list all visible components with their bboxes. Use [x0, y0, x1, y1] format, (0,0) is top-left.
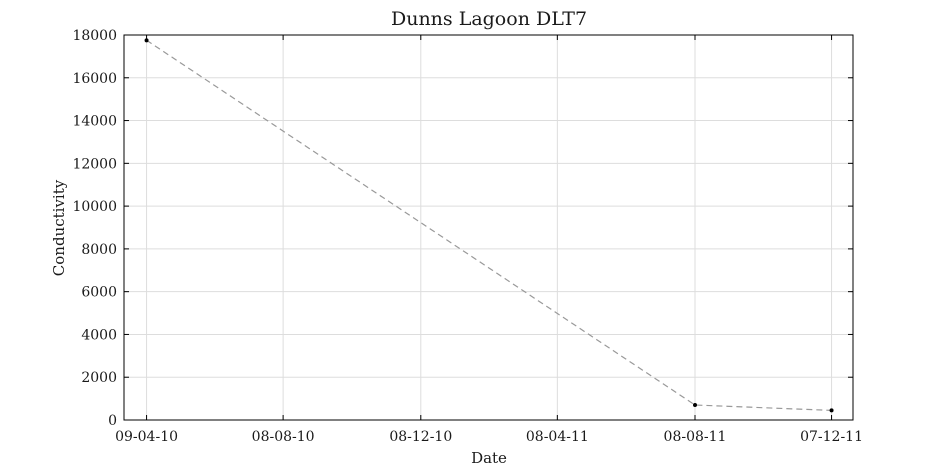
- grid-lines: [124, 34, 853, 421]
- y-tick-label: 0: [108, 413, 117, 429]
- y-tick-label: 2000: [81, 370, 117, 386]
- y-tick-label: 6000: [81, 285, 117, 301]
- y-axis-title: Conductivity: [50, 179, 68, 276]
- y-tick-label: 18000: [72, 28, 117, 44]
- y-tick-label: 8000: [81, 242, 117, 258]
- x-tick-label: 08-08-10: [252, 429, 315, 445]
- data-point: [829, 408, 834, 413]
- y-tick-label: 14000: [72, 114, 117, 130]
- data-point: [693, 403, 698, 408]
- axis-ticks: 0 2000 4000 6000 8000 10000 12000 14000 16000 180…: [72, 28, 863, 445]
- data-series: [144, 38, 834, 413]
- x-tick-label: 09-04-10: [115, 429, 178, 445]
- data-point: [144, 38, 149, 43]
- y-tick-label: 4000: [81, 327, 117, 343]
- y-tick-label: 12000: [72, 156, 117, 172]
- series-line: [146, 39, 832, 411]
- plot-frame: [123, 34, 854, 421]
- x-tick-label: 07-12-11: [800, 429, 863, 445]
- chart-title: Dunns Lagoon DLT7: [391, 8, 587, 30]
- y-tick-label: 16000: [72, 71, 117, 87]
- y-tick-label: 10000: [72, 199, 117, 215]
- x-tick-label: 08-12-10: [389, 429, 452, 445]
- x-tick-label: 08-04-11: [526, 429, 589, 445]
- x-axis-title: Date: [471, 449, 507, 467]
- x-tick-label: 08-08-11: [664, 429, 727, 445]
